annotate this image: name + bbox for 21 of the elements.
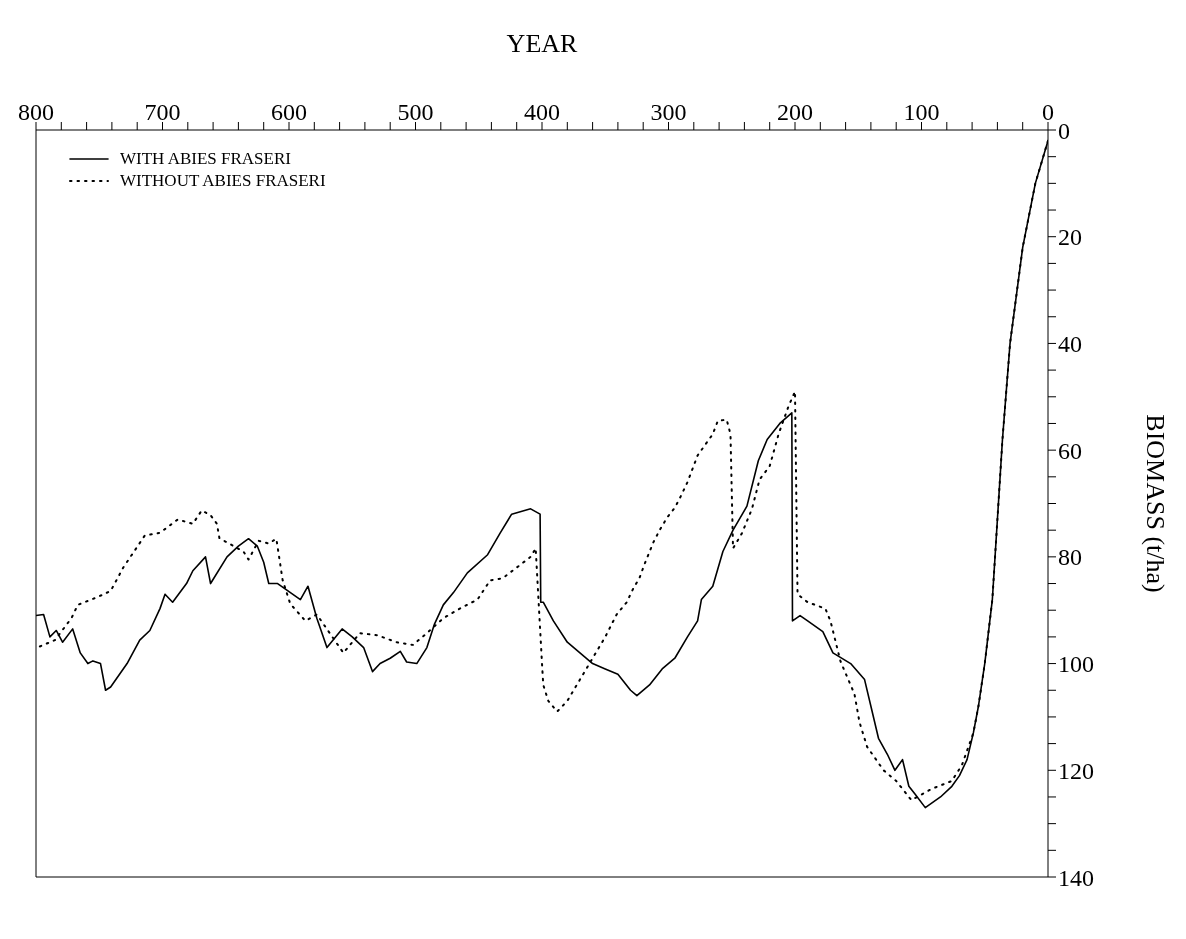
y-tick-label: 120 xyxy=(1058,757,1094,784)
x-tick-label: 600 xyxy=(271,99,307,125)
legend-label: WITH ABIES FRASERI xyxy=(120,148,291,170)
legend-label: WITHOUT ABIES FRASERI xyxy=(120,170,326,192)
x-tick-label: 800 xyxy=(18,99,54,125)
x-tick-label: 700 xyxy=(144,99,181,125)
x-tick-label: 200 xyxy=(777,99,813,125)
y-tick-label: 20 xyxy=(1058,224,1082,251)
x-tick-label: 0 xyxy=(1042,99,1054,125)
x-tick-label: 500 xyxy=(397,99,434,125)
y-tick-label: 60 xyxy=(1058,437,1082,464)
y-tick-label: 80 xyxy=(1058,544,1082,571)
y-tick-label: 0 xyxy=(1058,117,1070,144)
y-tick-label: 140 xyxy=(1058,864,1094,891)
y-tick-label: 100 xyxy=(1058,651,1094,678)
x-axis-title: YEAR xyxy=(506,29,579,58)
x-tick-label: 400 xyxy=(524,99,560,125)
x-tick-label: 100 xyxy=(903,99,940,125)
y-axis-title: BIOMASS (t/ha) xyxy=(1140,414,1170,593)
x-tick-label: 300 xyxy=(650,99,687,125)
y-tick-label: 40 xyxy=(1058,330,1082,357)
